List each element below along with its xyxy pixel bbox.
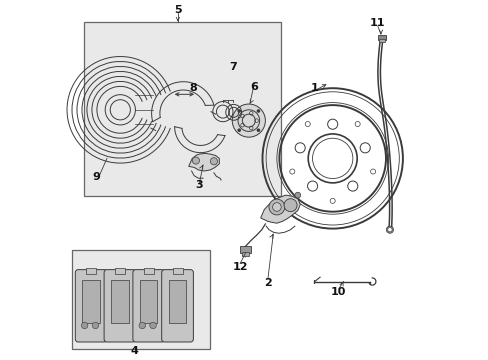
FancyBboxPatch shape (162, 270, 193, 342)
Bar (377, 35, 385, 40)
Circle shape (284, 199, 296, 212)
Bar (115, 268, 125, 274)
Text: 9: 9 (92, 172, 100, 182)
Bar (143, 268, 153, 274)
Text: 7: 7 (229, 62, 236, 72)
Circle shape (232, 104, 265, 137)
Circle shape (210, 158, 217, 165)
Bar (111, 280, 128, 323)
Bar (240, 246, 250, 253)
Text: 8: 8 (189, 83, 197, 93)
Circle shape (305, 122, 309, 127)
Bar (140, 280, 157, 323)
Bar (82, 280, 100, 323)
Polygon shape (188, 153, 219, 171)
Text: 3: 3 (195, 180, 203, 190)
Circle shape (92, 322, 99, 329)
Text: 10: 10 (330, 287, 346, 297)
Circle shape (329, 198, 335, 203)
Bar (172, 268, 182, 274)
Circle shape (256, 129, 260, 132)
Text: 2: 2 (264, 278, 271, 288)
Text: 12: 12 (232, 262, 247, 272)
Circle shape (387, 228, 391, 232)
Circle shape (81, 322, 88, 329)
Circle shape (360, 143, 369, 153)
Text: 4: 4 (130, 346, 139, 356)
Text: 1: 1 (310, 83, 318, 93)
Circle shape (327, 119, 337, 129)
Circle shape (268, 199, 284, 215)
Circle shape (192, 157, 199, 164)
Circle shape (237, 109, 241, 113)
Circle shape (294, 192, 300, 198)
Bar (168, 280, 186, 323)
Circle shape (256, 109, 260, 113)
Circle shape (370, 169, 375, 174)
Bar (84, 22, 280, 196)
Circle shape (272, 203, 281, 211)
Circle shape (139, 322, 145, 329)
Bar (242, 252, 248, 256)
FancyBboxPatch shape (104, 270, 136, 342)
Text: 5: 5 (174, 5, 182, 15)
Bar (72, 250, 210, 349)
Bar (86, 268, 96, 274)
Circle shape (347, 181, 357, 191)
Circle shape (237, 129, 241, 132)
Circle shape (386, 226, 393, 233)
FancyBboxPatch shape (75, 270, 107, 342)
Polygon shape (260, 195, 300, 223)
Text: 6: 6 (250, 82, 258, 92)
Circle shape (354, 122, 360, 127)
Bar (378, 39, 384, 42)
Circle shape (289, 169, 294, 174)
Text: 11: 11 (369, 18, 385, 28)
FancyBboxPatch shape (133, 270, 164, 342)
Circle shape (295, 143, 305, 153)
Circle shape (307, 181, 317, 191)
Circle shape (149, 322, 156, 329)
